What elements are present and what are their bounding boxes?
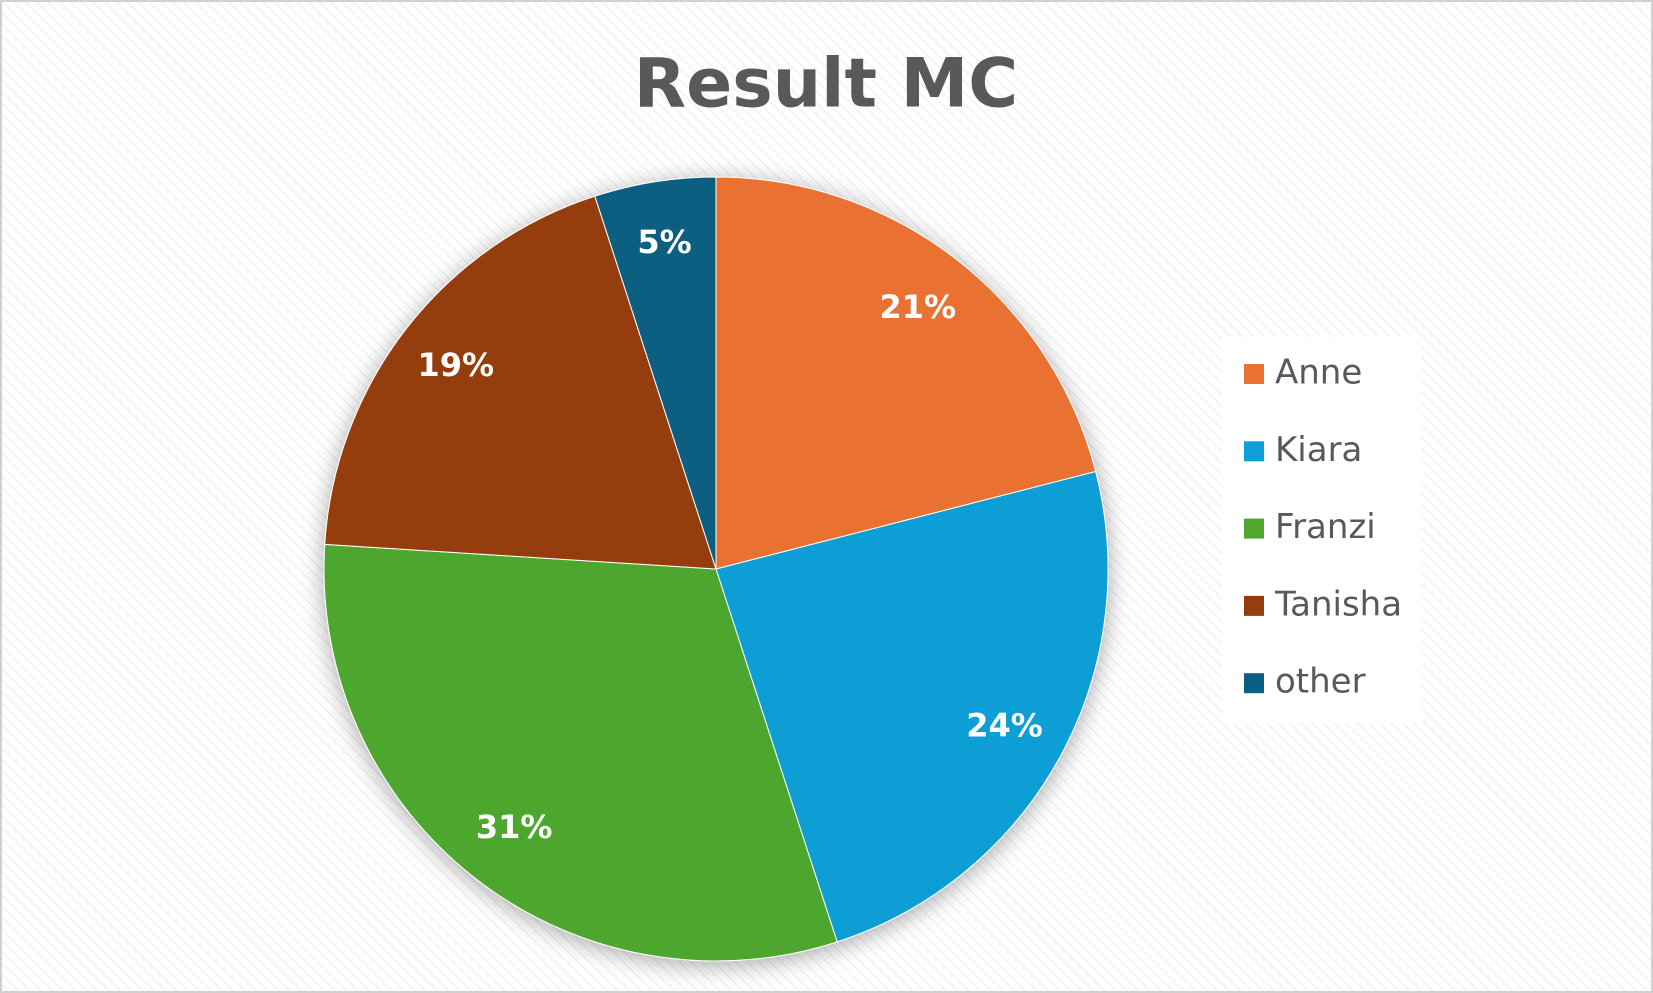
pie-slice <box>324 195 717 570</box>
legend-swatch <box>1244 518 1264 539</box>
data-label: 31% <box>476 808 553 846</box>
legend-label: Franzi <box>1275 507 1376 547</box>
pie <box>323 176 1109 962</box>
legend-label: Tanisha <box>1274 584 1402 624</box>
data-label: 19% <box>418 346 495 384</box>
legend-swatch <box>1244 673 1264 694</box>
pie-slice <box>594 176 717 570</box>
pie-slice <box>323 543 838 962</box>
legend-label: Anne <box>1275 353 1362 393</box>
legend-label: Kiara <box>1275 430 1362 470</box>
legend-label: other <box>1275 662 1366 702</box>
data-label: 5% <box>637 223 691 261</box>
legend-swatch <box>1244 364 1264 384</box>
chart-title: Result MC <box>634 45 1018 124</box>
data-label: 21% <box>880 288 957 326</box>
pie-slice <box>715 470 1109 943</box>
pie-slice <box>715 176 1097 570</box>
data-label: 24% <box>966 707 1043 745</box>
legend-swatch <box>1244 441 1264 462</box>
legend-swatch <box>1244 595 1264 616</box>
